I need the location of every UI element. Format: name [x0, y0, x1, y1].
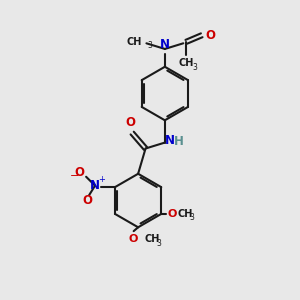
- Text: −: −: [70, 171, 79, 181]
- Text: O: O: [129, 234, 138, 244]
- Text: O: O: [167, 209, 177, 219]
- Text: CH: CH: [177, 209, 192, 219]
- Text: CH: CH: [144, 234, 159, 244]
- Text: +: +: [98, 175, 105, 184]
- Text: N: N: [90, 179, 100, 192]
- Text: CH: CH: [178, 58, 194, 68]
- Text: CH: CH: [127, 37, 142, 47]
- Text: O: O: [82, 194, 93, 207]
- Text: O: O: [126, 116, 136, 130]
- Text: 3: 3: [192, 63, 197, 72]
- Text: 3: 3: [189, 213, 194, 222]
- Text: H: H: [174, 135, 184, 148]
- Text: 3: 3: [156, 239, 161, 248]
- Text: 3: 3: [147, 41, 152, 50]
- Text: N: N: [160, 38, 170, 51]
- Text: N: N: [165, 134, 175, 147]
- Text: O: O: [74, 167, 84, 179]
- Text: O: O: [205, 29, 215, 42]
